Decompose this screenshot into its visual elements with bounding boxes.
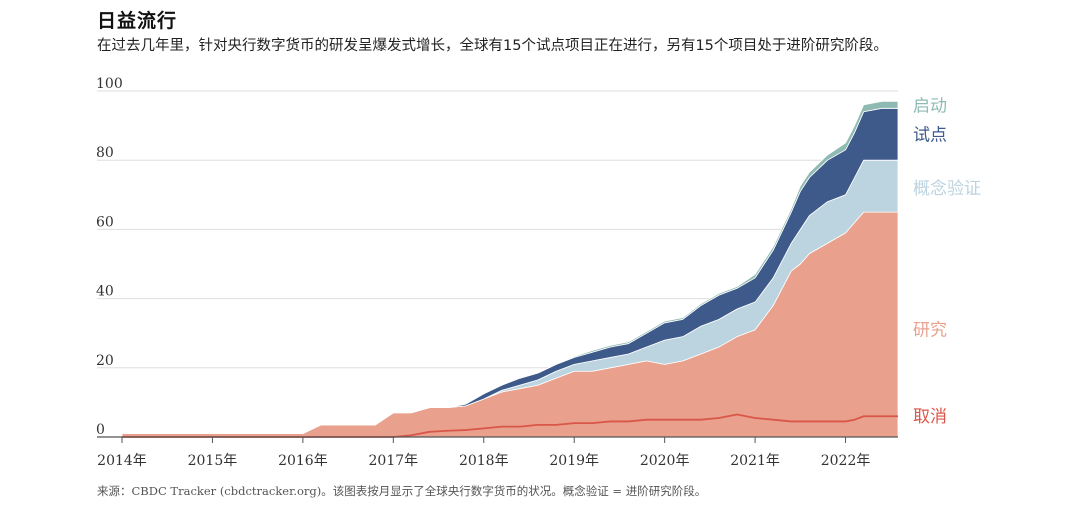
y-tick-label-20: 20	[96, 353, 114, 369]
x-tick-label-2015: 2015年	[188, 453, 238, 469]
area-layers	[121, 100, 899, 438]
x-tick-label-2022: 2022年	[821, 453, 871, 469]
label-proof-of-concept: 概念验证	[913, 178, 981, 199]
x-tick-label-2017: 2017年	[369, 453, 419, 469]
x-tick-label-2019: 2019年	[549, 453, 599, 469]
launch-area	[121, 100, 899, 434]
y-tick-label-100: 100	[96, 76, 123, 92]
axes: 2014年 2015年 2016年 2017年 2018年 2019年 2020年 2021年…	[97, 436, 898, 469]
y-tick-label-80: 80	[96, 145, 114, 161]
x-tick-label-2021: 2021年	[730, 453, 780, 469]
x-tick-label-2016: 2016年	[278, 453, 328, 469]
y-tick-label-60: 60	[96, 214, 114, 230]
label-cancelled: 取消	[913, 407, 947, 427]
x-tick-label-2018: 2018年	[459, 453, 509, 469]
chart-title: 日益流行	[97, 10, 178, 32]
label-launch: 启动	[913, 96, 947, 116]
label-pilot: 试点	[913, 125, 947, 145]
y-tick-label-0: 0	[96, 422, 105, 438]
x-tick-label-2020: 2020年	[640, 453, 690, 469]
source-footnote: 来源：CBDC Tracker (cbdctracker.org)。该图表按月显…	[97, 484, 707, 498]
y-tick-label-40: 40	[96, 284, 114, 300]
label-research: 研究	[913, 321, 947, 341]
chart-subtitle: 在过去几年里，针对央行数字货币的研发呈爆发式增长，全球有15个试点项目正在进行，…	[97, 38, 888, 54]
x-tick-label-2014: 2014年	[97, 453, 147, 469]
